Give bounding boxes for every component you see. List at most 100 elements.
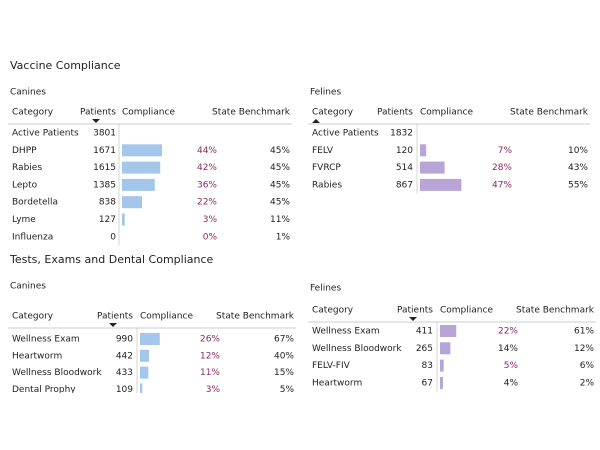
- category: Rabies: [12, 163, 42, 173]
- patients: 0: [110, 232, 116, 242]
- patients: 433: [116, 368, 133, 378]
- benchmark: 67%: [274, 335, 294, 345]
- compliance-label: 3%: [203, 215, 218, 225]
- compliance-label: 28%: [492, 163, 512, 173]
- benchmark: 6%: [580, 361, 595, 371]
- category: FELV: [312, 146, 334, 156]
- tables: Canines Category Patients Compliance State B…: [8, 88, 596, 395]
- table-title: Canines: [10, 282, 46, 292]
- compliance-bar: [140, 366, 149, 379]
- column-header: Category: [312, 108, 354, 118]
- column-header: Compliance: [420, 108, 473, 118]
- table-title: Canines: [10, 88, 46, 98]
- sort-indicator: [92, 119, 100, 123]
- compliance-bar: [140, 333, 160, 345]
- patients: 1832: [390, 129, 413, 139]
- column-header: State Benchmark: [216, 312, 295, 322]
- column-header: Patients: [97, 312, 133, 322]
- patients: 265: [416, 344, 433, 354]
- patients: 127: [99, 215, 116, 225]
- compliance-label: 44%: [197, 146, 217, 156]
- category: DHPP: [12, 146, 37, 156]
- compliance-bar: [140, 349, 150, 362]
- patients: 867: [396, 180, 413, 190]
- column-header: Category: [12, 312, 54, 322]
- patients: 411: [416, 327, 433, 337]
- patients: 442: [116, 351, 133, 361]
- compliance-label: 42%: [197, 163, 217, 173]
- table-title: Felines: [310, 284, 341, 294]
- category: Heartworm: [312, 378, 362, 388]
- compliance-bar: [440, 325, 457, 337]
- patients: 1615: [93, 163, 116, 173]
- column-header: Compliance: [140, 312, 193, 322]
- category: Wellness Exam: [12, 335, 80, 345]
- column-header: State Benchmark: [212, 108, 291, 118]
- patients: 120: [396, 146, 413, 156]
- column-header: Patients: [377, 108, 413, 118]
- compliance-label: 11%: [200, 368, 220, 378]
- compliance-label: 12%: [200, 351, 220, 361]
- compliance-bar: [140, 383, 143, 393]
- benchmark: 11%: [270, 215, 290, 225]
- table-title: Felines: [310, 88, 341, 98]
- compliance-bar: [122, 161, 161, 174]
- compliance-bar: [122, 178, 155, 191]
- patients: 838: [99, 198, 116, 208]
- patients: 1671: [93, 146, 116, 156]
- column-header: Category: [12, 108, 54, 118]
- compliance-bar: [122, 213, 125, 226]
- compliance-label: 7%: [498, 146, 513, 156]
- category: Wellness Bloodwork: [12, 368, 102, 378]
- compliance-bar: [420, 144, 427, 157]
- category: Dental Prophy: [12, 385, 76, 395]
- compliance-bar: [440, 342, 451, 355]
- compliance-label: 4%: [504, 378, 519, 388]
- compliance-bar: [420, 161, 445, 174]
- compliance-label: 5%: [504, 361, 519, 371]
- category: Bordetella: [12, 198, 58, 208]
- compliance-bar: [440, 359, 444, 372]
- patients: 109: [116, 385, 133, 395]
- category: Influenza: [12, 232, 53, 242]
- column-header: State Benchmark: [510, 108, 589, 118]
- patients: 3801: [93, 129, 116, 139]
- sort-indicator: [109, 323, 117, 327]
- compliance-bar: [420, 178, 462, 191]
- benchmark: 5%: [280, 385, 295, 395]
- benchmark: 1%: [276, 232, 291, 242]
- compliance-label: 22%: [498, 327, 518, 337]
- sort-indicator: [312, 119, 320, 123]
- compliance-label: 26%: [200, 335, 220, 345]
- benchmark: 12%: [574, 344, 594, 354]
- benchmark: 15%: [274, 368, 294, 378]
- compliance-label: 22%: [197, 198, 217, 208]
- compliance-bar: [122, 144, 163, 157]
- category: FVRCP: [312, 163, 341, 173]
- category: Lyme: [12, 215, 36, 225]
- category: FELV-FIV: [312, 361, 351, 371]
- sort-indicator: [409, 317, 417, 321]
- compliance-label: 3%: [206, 385, 221, 395]
- category: Wellness Bloodwork: [312, 344, 402, 354]
- compliance-label: 0%: [203, 232, 218, 242]
- benchmark: 55%: [568, 180, 588, 190]
- column-header: Patients: [80, 108, 116, 118]
- benchmark: 45%: [270, 163, 290, 173]
- benchmark: 61%: [574, 327, 594, 337]
- compliance-label: 14%: [498, 344, 518, 354]
- category: Lepto: [12, 180, 38, 190]
- benchmark: 45%: [270, 180, 290, 190]
- section-title: Tests, Exams and Dental Compliance: [9, 253, 214, 266]
- compliance-bar: [122, 196, 143, 209]
- benchmark: 43%: [568, 163, 588, 173]
- compliance-label: 36%: [197, 180, 217, 190]
- compliance-bar: [440, 376, 443, 389]
- category: Active Patients: [312, 129, 379, 139]
- column-header: Category: [312, 306, 354, 316]
- benchmark: 40%: [274, 351, 294, 361]
- benchmark: 45%: [270, 198, 290, 208]
- patients: 83: [422, 361, 433, 371]
- patients: 67: [422, 378, 433, 388]
